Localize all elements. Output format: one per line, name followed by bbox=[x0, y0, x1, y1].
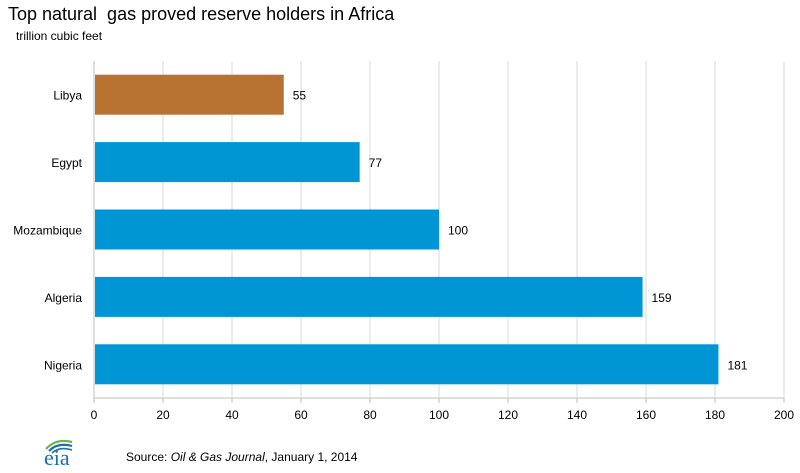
bar-egypt bbox=[95, 142, 360, 183]
x-tick-label: 80 bbox=[363, 408, 377, 422]
source-date: , January 1, 2014 bbox=[264, 450, 358, 464]
bar-nigeria bbox=[95, 344, 719, 385]
bar-value-label: 181 bbox=[727, 358, 747, 372]
source-note: Source: Oil & Gas Journal, January 1, 20… bbox=[126, 450, 357, 464]
bar-value-label: 159 bbox=[652, 291, 672, 305]
eia-logo-text: eia bbox=[44, 445, 70, 468]
chart-units: trillion cubic feet bbox=[16, 29, 103, 43]
x-tick-label: 200 bbox=[774, 408, 794, 422]
category-label: Algeria bbox=[45, 291, 83, 305]
x-tick-label: 20 bbox=[156, 408, 170, 422]
category-label: Egypt bbox=[51, 156, 82, 170]
bar-mozambique bbox=[95, 209, 439, 250]
category-label: Mozambique bbox=[13, 224, 82, 238]
x-tick-label: 120 bbox=[498, 408, 518, 422]
x-tick-label: 60 bbox=[294, 408, 308, 422]
source-publication: Oil & Gas Journal bbox=[170, 450, 265, 464]
x-tick-label: 40 bbox=[225, 408, 239, 422]
category-label: Libya bbox=[53, 89, 82, 103]
x-tick-label: 160 bbox=[636, 408, 656, 422]
eia-logo-icon: eia bbox=[42, 434, 118, 473]
axes: 0 20 40 60 80 100 120 140 160 180 200 Libya Egypt Moz… bbox=[13, 61, 794, 422]
bars: 55 77 100 159 181 bbox=[95, 74, 748, 385]
chart-title: Top natural gas proved reserve holders i… bbox=[8, 4, 395, 24]
bar-libya bbox=[95, 74, 284, 115]
x-tick-label: 100 bbox=[429, 408, 449, 422]
source-prefix: Source: bbox=[126, 450, 171, 464]
category-label: Nigeria bbox=[44, 358, 82, 372]
bar-value-label: 55 bbox=[293, 89, 307, 103]
x-tick-label: 140 bbox=[567, 408, 587, 422]
x-tick-label: 180 bbox=[705, 408, 725, 422]
bar-value-label: 100 bbox=[448, 224, 468, 238]
x-tick-label: 0 bbox=[91, 408, 98, 422]
bar-value-label: 77 bbox=[369, 156, 383, 170]
bar-algeria bbox=[95, 276, 643, 317]
